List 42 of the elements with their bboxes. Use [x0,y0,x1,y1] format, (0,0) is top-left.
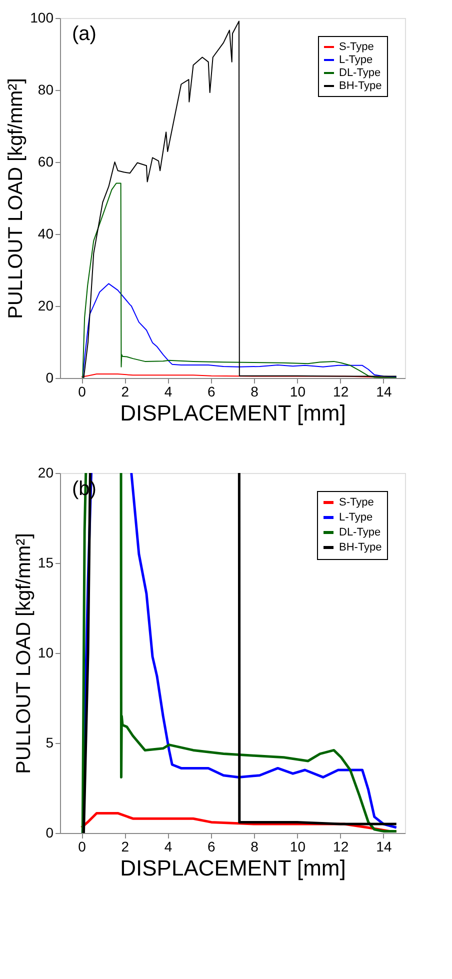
x-tick-label: 14 [376,838,392,854]
legend-label: BH-Type [339,80,382,92]
y-tick-label: 100 [30,10,54,26]
x-tick-label: 4 [164,838,172,854]
y-tick-label: 5 [46,734,54,750]
x-tick-label: 0 [78,838,86,854]
x-tick-label: 2 [121,838,130,854]
x-tick-label: 8 [250,384,259,400]
x-tick-label: 4 [164,384,172,400]
legend-label: S-Type [339,496,374,508]
y-tick-label: 40 [38,226,54,242]
y-tick-label: 20 [38,464,54,480]
y-tick-label: 0 [46,370,54,386]
x-axis-title: DISPLACEMENT [mm] [120,400,346,426]
x-axis-title: DISPLACEMENT [mm] [120,856,346,880]
y-tick-label: 20 [38,298,54,314]
x-tick-label: 6 [208,838,216,854]
x-tick-label: 6 [208,384,216,400]
legend-label: L-Type [339,54,373,66]
y-tick-label: 10 [38,644,54,660]
y-tick-label: 0 [46,824,54,840]
y-tick-label: 80 [38,82,54,98]
y-tick-label: 60 [38,154,54,170]
y-tick-label: 15 [38,554,54,570]
x-tick-label: 12 [333,838,349,854]
x-tick-label: 12 [333,384,349,400]
y-axis-title: PULLOUT LOAD [kgf/mm²] [5,78,28,319]
legend-label: L-Type [339,512,373,524]
annotation: (a) [72,23,96,45]
x-tick-label: 10 [290,838,306,854]
legend-label: S-Type [339,41,374,53]
legend-label: DL-Type [339,67,381,79]
x-tick-label: 14 [376,384,392,400]
y-axis-title: PULLOUT LOAD [kgf/mm²] [12,533,35,774]
x-tick-label: 8 [250,838,259,854]
x-tick-label: 0 [78,384,86,400]
line-series [82,283,397,378]
line-series [82,182,397,378]
x-tick-label: 10 [290,384,306,400]
legend-label: DL-Type [339,526,381,538]
x-tick-label: 2 [121,384,130,400]
legend-label: BH-Type [339,542,382,554]
